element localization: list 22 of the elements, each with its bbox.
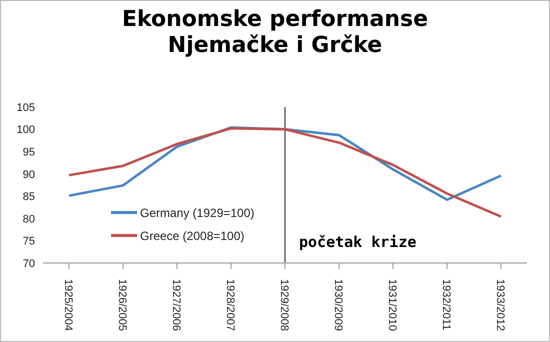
x-tick-label: 1926/2005 <box>116 279 128 331</box>
x-tick-label: 1925/2004 <box>62 279 74 331</box>
y-tick-label: 100 <box>16 124 35 136</box>
ref-line-label: početak krize <box>299 233 416 251</box>
x-tick-label: 1930/2009 <box>332 279 344 331</box>
x-tick-label: 1927/2006 <box>170 279 182 331</box>
y-tick-label: 105 <box>16 102 35 114</box>
legend-label: Greece (2008=100) <box>140 229 244 243</box>
y-tick-label: 70 <box>22 258 35 270</box>
x-tick-label: 1929/2008 <box>278 279 290 331</box>
y-tick-label: 95 <box>22 146 35 158</box>
y-tick-label: 80 <box>22 213 35 226</box>
y-tick-label: 85 <box>22 191 35 204</box>
x-tick-label: 1928/2007 <box>224 279 236 331</box>
x-tick-label: 1931/2010 <box>386 279 398 331</box>
x-tick-label: 1932/2011 <box>440 279 452 330</box>
x-tick-label: 1933/2012 <box>494 279 506 331</box>
y-tick-label: 75 <box>22 236 35 248</box>
line-series <box>68 127 502 218</box>
legend-label: Germany (1929=100) <box>140 206 254 220</box>
y-tick-label: 90 <box>22 168 35 181</box>
chart-title: Ekonomske performanse Njemačke i Grčke <box>120 7 430 59</box>
